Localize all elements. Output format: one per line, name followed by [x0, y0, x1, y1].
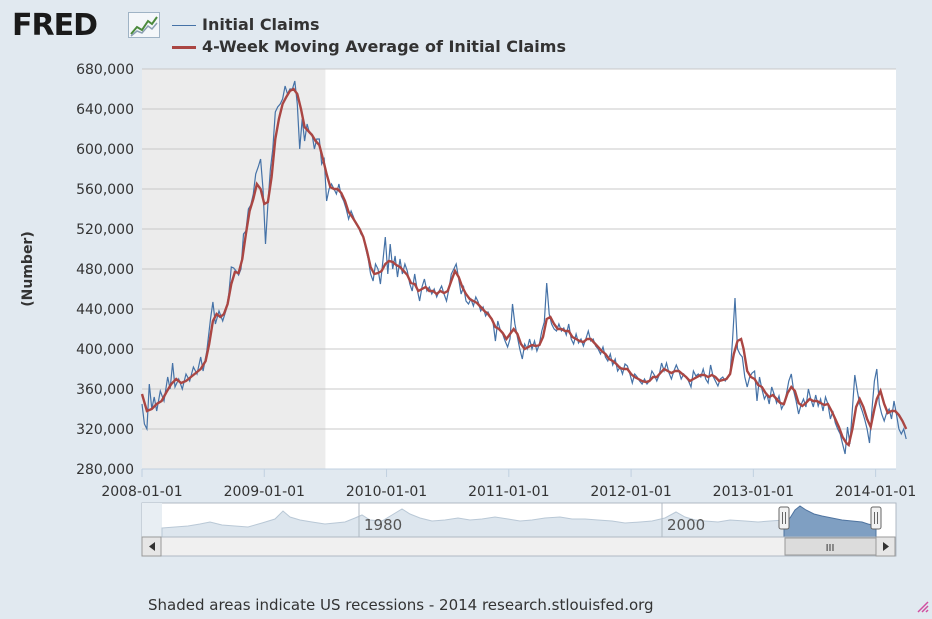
range-navigator[interactable]: 1980 2000: [141, 502, 897, 538]
x-tick-label: 2008-01-01: [101, 484, 182, 500]
legend-label-initial-claims: Initial Claims: [202, 15, 320, 34]
scroll-right-button[interactable]: [875, 536, 896, 557]
x-tick-label: 2011-01-01: [468, 484, 549, 500]
x-tick-label: 2010-01-01: [346, 484, 427, 500]
y-tick-label: 480,000: [76, 262, 134, 278]
x-tick-label: 2009-01-01: [224, 484, 305, 500]
navigator-handle-right[interactable]: [870, 506, 882, 530]
resize-grip-icon[interactable]: [917, 601, 929, 613]
y-axis-title: (Number): [20, 231, 36, 307]
y-tick-label: 600,000: [76, 142, 134, 158]
legend-label-moving-average: 4-Week Moving Average of Initial Claims: [202, 37, 566, 56]
navigator-handle-left[interactable]: [778, 506, 790, 530]
navigator-selected-area: [783, 505, 877, 538]
x-tick-label: 2013-01-01: [713, 484, 794, 500]
y-tick-label: 440,000: [76, 302, 134, 318]
y-tick-label: 640,000: [76, 102, 134, 118]
y-tick-label: 520,000: [76, 222, 134, 238]
fred-graph-icon: [128, 12, 160, 38]
x-tick-label: 2012-01-01: [590, 484, 671, 500]
legend-swatch-moving-average: [172, 46, 196, 49]
scroll-thumb[interactable]: III: [784, 537, 877, 556]
brand-name: FRED: [12, 8, 98, 43]
navigator-scrollbar[interactable]: III: [141, 536, 897, 557]
y-tick-label: 680,000: [76, 62, 134, 78]
y-tick-label: 320,000: [76, 422, 134, 438]
legend-swatch-initial-claims: [172, 25, 196, 26]
navigator-label-2000: 2000: [667, 516, 705, 534]
y-tick-label: 360,000: [76, 382, 134, 398]
scroll-left-button[interactable]: [141, 536, 162, 557]
navigator-series: [161, 508, 785, 538]
x-axis-ticks: 2008-01-01 2009-01-01 2010-01-01 2011-01-01…: [101, 469, 916, 500]
y-tick-label: 560,000: [76, 182, 134, 198]
scroll-thumb-grip: III: [826, 543, 835, 554]
y-tick-label: 280,000: [76, 462, 134, 478]
x-tick-label: 2014-01-01: [835, 484, 916, 500]
recession-note: Shaded areas indicate US recessions - 20…: [148, 596, 654, 614]
series-line-moving-average: [140, 87, 908, 448]
fred-logo[interactable]: FRED: [12, 8, 98, 43]
y-axis-ticks: 280,000 320,000 360,000 400,000 440,000 480,0…: [76, 62, 134, 478]
y-tick-label: 400,000: [76, 342, 134, 358]
navigator-label-1980: 1980: [364, 516, 402, 534]
